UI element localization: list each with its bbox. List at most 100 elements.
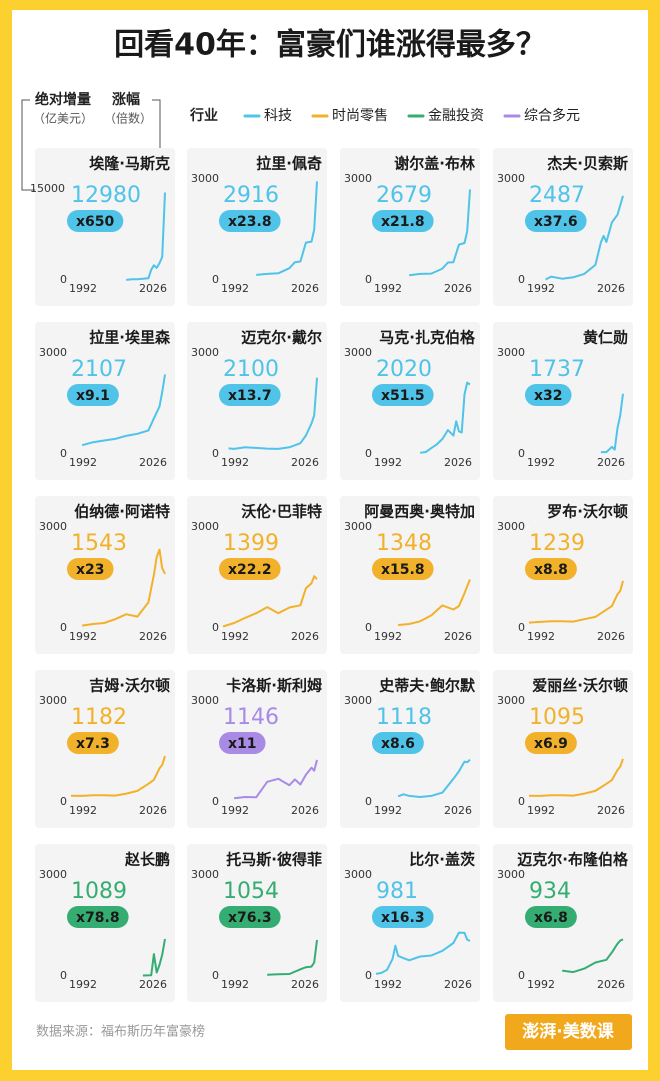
y-tick-label: 3000 <box>344 520 372 533</box>
multiple-pill <box>372 558 434 580</box>
x-tick-label: 1992 <box>221 630 249 643</box>
small-chart: 0 3000 1992 2026 爱丽丝·沃尔顿 1095 x6.9 <box>493 670 633 828</box>
increase: 1182 <box>71 705 127 730</box>
y-tick-label: 3000 <box>497 694 525 707</box>
x-tick-label: 1992 <box>527 978 555 991</box>
multiple-pill <box>525 732 577 754</box>
multiple: x78.8 <box>76 910 120 926</box>
small-chart: 0 15000 1992 2026 埃隆·马斯克 12980 x650 <box>30 148 175 306</box>
increase: 981 <box>376 879 418 904</box>
x-tick-label: 2026 <box>291 282 319 295</box>
y-tick-label: 3000 <box>191 172 219 185</box>
increase: 2100 <box>223 357 279 382</box>
chart-title: 卡洛斯·斯利姆 <box>226 677 322 695</box>
multiple: x51.5 <box>381 388 425 404</box>
legend-label: 综合多元 <box>524 107 580 124</box>
x-tick-label: 1992 <box>374 804 402 817</box>
increase: 2916 <box>223 183 279 208</box>
multiple-pill <box>219 210 281 232</box>
x-tick-label: 2026 <box>139 804 167 817</box>
x-tick-label: 2026 <box>444 804 472 817</box>
multiple: x37.6 <box>534 214 578 230</box>
chart-title: 迈克尔·布隆伯格 <box>517 851 629 869</box>
y-tick-label: 0 <box>60 621 67 634</box>
chart-title: 爱丽丝·沃尔顿 <box>532 677 628 695</box>
y-tick-label: 0 <box>365 273 372 286</box>
multiple-pill <box>67 384 119 406</box>
y-tick-label: 0 <box>60 447 67 460</box>
small-chart: 0 3000 1992 2026 吉姆·沃尔顿 1182 x7.3 <box>35 670 175 828</box>
multiple-pill <box>372 906 434 928</box>
increase: 1118 <box>376 705 432 730</box>
multiple: x22.2 <box>228 562 272 578</box>
line <box>397 758 471 798</box>
x-tick-label: 1992 <box>69 456 97 469</box>
small-chart: 0 3000 1992 2026 伯纳德·阿诺特 1543 x23 <box>35 496 175 654</box>
y-tick-label: 3000 <box>497 346 525 359</box>
multiple-pill <box>372 732 424 754</box>
small-chart: 0 3000 1992 2026 比尔·盖茨 981 x16.3 <box>340 844 480 1002</box>
y-tick-label: 0 <box>518 447 525 460</box>
y-tick-label: 0 <box>518 969 525 982</box>
multiple-pill <box>525 558 577 580</box>
multiple: x8.6 <box>381 736 415 752</box>
multiple: x6.9 <box>534 736 568 752</box>
increase: 1146 <box>223 705 279 730</box>
x-tick-label: 2026 <box>597 630 625 643</box>
x-tick-label: 2026 <box>291 804 319 817</box>
legend-label: 时尚零售 <box>332 108 388 124</box>
multiple: x32 <box>534 388 563 404</box>
y-tick-label: 0 <box>212 795 219 808</box>
line <box>233 759 318 800</box>
key-bracket <box>21 99 36 191</box>
key-increase-unit: （亿美元） <box>33 111 93 126</box>
increase: 1054 <box>223 879 279 904</box>
x-tick-label: 2026 <box>139 456 167 469</box>
multiple: x23 <box>76 562 105 578</box>
chart-title: 杰夫·贝索斯 <box>547 155 628 173</box>
small-chart: 0 3000 1992 2026 迈克尔·戴尔 2100 x13.7 <box>187 322 327 480</box>
y-tick-label: 0 <box>212 969 219 982</box>
x-tick-label: 2026 <box>444 456 472 469</box>
chart-title: 托马斯·彼得菲 <box>226 851 322 869</box>
x-tick-label: 2026 <box>597 978 625 991</box>
x-tick-label: 2026 <box>291 978 319 991</box>
line <box>256 181 318 276</box>
y-tick-label: 0 <box>60 795 67 808</box>
chart-title: 马克·扎克伯格 <box>379 329 476 347</box>
line <box>375 931 471 975</box>
x-tick-label: 1992 <box>221 282 249 295</box>
line <box>398 579 471 626</box>
y-tick-label: 3000 <box>39 868 67 881</box>
key: 绝对增量 （亿美元） 涨幅 （倍数） <box>21 91 161 219</box>
line <box>222 575 318 628</box>
key-multiple-unit: （倍数） <box>104 111 152 126</box>
legend-label: 科技 <box>264 108 292 124</box>
x-tick-label: 1992 <box>69 804 97 817</box>
x-tick-label: 1992 <box>69 978 97 991</box>
line <box>409 189 471 277</box>
y-tick-label: 0 <box>365 795 372 808</box>
y-tick-label: 3000 <box>344 346 372 359</box>
multiple: x76.3 <box>228 910 272 926</box>
multiple: x15.8 <box>381 562 425 578</box>
x-tick-label: 1992 <box>374 978 402 991</box>
chart-title: 拉里·佩奇 <box>256 155 322 173</box>
x-tick-label: 2026 <box>597 456 625 469</box>
line <box>600 393 624 454</box>
small-chart: 0 3000 1992 2026 黄仁勋 1737 x32 <box>493 322 633 480</box>
increase: 1399 <box>223 531 279 556</box>
title: 回看40年：富豪们谁涨得最多？ <box>114 28 546 63</box>
y-tick-label: 3000 <box>497 520 525 533</box>
increase: 2679 <box>376 183 432 208</box>
y-tick-label: 0 <box>518 273 525 286</box>
small-chart: 0 3000 1992 2026 史蒂夫·鲍尔默 1118 x8.6 <box>340 670 480 828</box>
x-tick-label: 2026 <box>291 630 319 643</box>
legend-label: 金融投资 <box>428 108 484 124</box>
logo: 澎湃·美数课 <box>522 1021 614 1042</box>
small-chart: 0 3000 1992 2026 卡洛斯·斯利姆 1146 x11 <box>187 670 327 828</box>
y-tick-label: 3000 <box>191 868 219 881</box>
x-tick-label: 1992 <box>221 456 249 469</box>
chart-title: 黄仁勋 <box>583 329 628 347</box>
